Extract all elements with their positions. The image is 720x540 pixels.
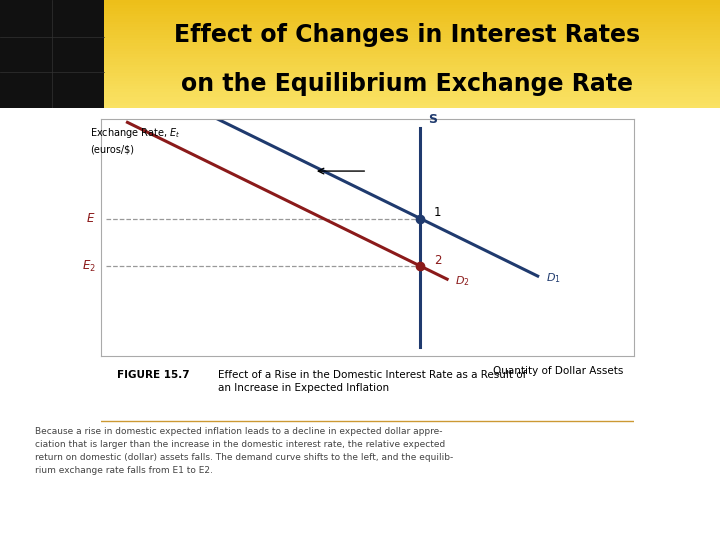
- Text: 15-14: 15-14: [649, 504, 702, 522]
- Text: Exchange Rate, $E_t$: Exchange Rate, $E_t$: [90, 126, 181, 140]
- Bar: [104, 40, 720, 43]
- Text: $E$: $E$: [86, 212, 96, 225]
- Text: FIGURE 15.7: FIGURE 15.7: [117, 370, 189, 380]
- Bar: [104, 57, 720, 59]
- Text: 2: 2: [433, 254, 441, 267]
- Bar: [104, 84, 720, 86]
- Bar: [104, 100, 720, 103]
- Bar: [104, 16, 720, 19]
- Bar: [104, 38, 720, 40]
- Bar: [104, 94, 720, 97]
- Text: (euros/$): (euros/$): [90, 145, 134, 155]
- Bar: [104, 78, 720, 81]
- Text: S: S: [428, 113, 438, 126]
- Bar: [104, 24, 720, 27]
- Bar: [104, 0, 720, 3]
- Bar: [104, 70, 720, 73]
- Bar: [104, 81, 720, 84]
- Bar: [104, 43, 720, 46]
- Bar: [104, 19, 720, 22]
- Bar: [104, 32, 720, 35]
- Bar: [104, 103, 720, 105]
- Bar: [104, 46, 720, 49]
- Bar: [104, 76, 720, 78]
- Text: Quantity of Dollar Assets: Quantity of Dollar Assets: [492, 366, 623, 376]
- Text: ©2012 Pearson Prentice Hall. All rights reserved.: ©2012 Pearson Prentice Hall. All rights …: [11, 508, 267, 518]
- Bar: [104, 105, 720, 108]
- Bar: [0, 0, 104, 108]
- Bar: [104, 68, 720, 70]
- Bar: [104, 73, 720, 76]
- Bar: [104, 51, 720, 54]
- Bar: [104, 89, 720, 92]
- Bar: [104, 59, 720, 62]
- Bar: [104, 30, 720, 32]
- Text: Because a rise in domestic expected inflation leads to a decline in expected dol: Because a rise in domestic expected infl…: [35, 427, 454, 475]
- Bar: [104, 3, 720, 5]
- Bar: [104, 14, 720, 16]
- Bar: [104, 22, 720, 24]
- Bar: [104, 54, 720, 57]
- Text: 1: 1: [433, 206, 441, 219]
- Bar: [104, 92, 720, 94]
- Bar: [104, 27, 720, 30]
- Bar: [104, 11, 720, 14]
- Text: Effect of a Rise in the Domestic Interest Rate as a Result of
an Increase in Exp: Effect of a Rise in the Domestic Interes…: [218, 370, 526, 393]
- Bar: [104, 65, 720, 68]
- Bar: [104, 49, 720, 51]
- Text: $D_2$: $D_2$: [455, 274, 470, 288]
- Bar: [104, 86, 720, 89]
- Bar: [104, 35, 720, 38]
- Bar: [104, 8, 720, 11]
- Text: Effect of Changes in Interest Rates: Effect of Changes in Interest Rates: [174, 23, 640, 46]
- Text: $E_2$: $E_2$: [81, 259, 96, 274]
- Bar: [104, 97, 720, 100]
- Bar: [104, 5, 720, 8]
- Text: $D_1$: $D_1$: [546, 271, 560, 285]
- Text: on the Equilibrium Exchange Rate: on the Equilibrium Exchange Rate: [181, 72, 633, 96]
- Bar: [104, 62, 720, 65]
